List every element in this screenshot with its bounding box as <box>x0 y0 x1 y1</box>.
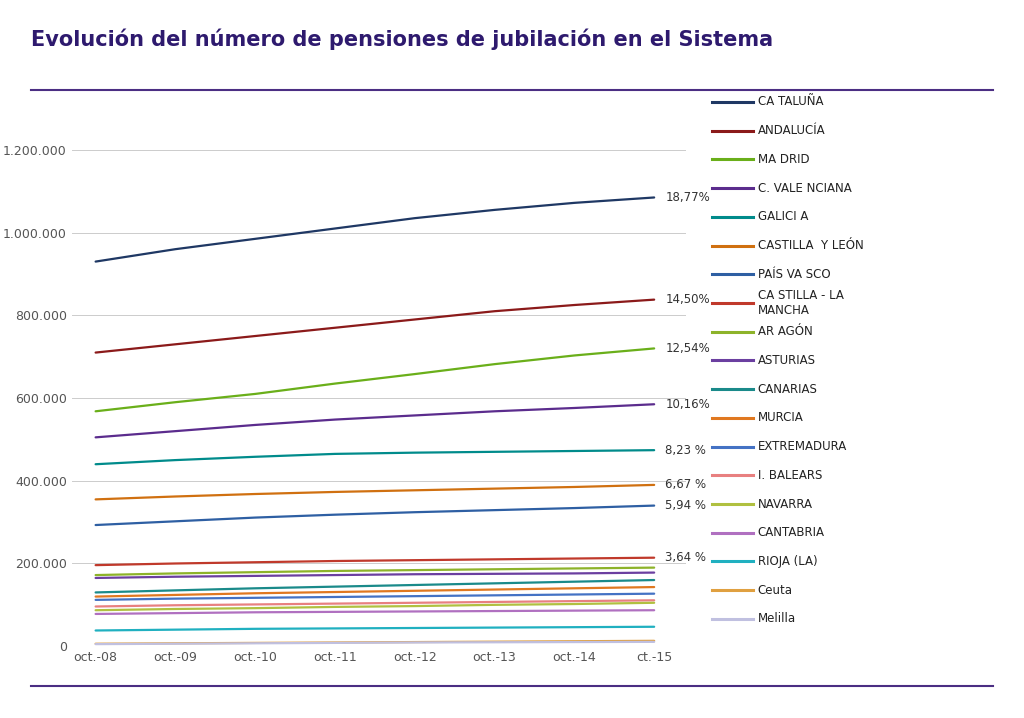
Text: EXTREMADURA: EXTREMADURA <box>758 440 847 453</box>
Text: Ceuta: Ceuta <box>758 584 793 597</box>
Text: MA DRID: MA DRID <box>758 153 809 166</box>
Text: GALICI A: GALICI A <box>758 210 808 223</box>
Text: NAVARRA: NAVARRA <box>758 498 813 510</box>
Text: CANARIAS: CANARIAS <box>758 383 817 396</box>
Text: 8,23 %: 8,23 % <box>666 444 707 457</box>
Text: Melilla: Melilla <box>758 612 796 625</box>
Text: 3,64 %: 3,64 % <box>666 551 707 564</box>
Text: I. BALEARS: I. BALEARS <box>758 469 822 482</box>
Text: ASTURIAS: ASTURIAS <box>758 354 816 367</box>
Text: CASTILLA  Y LEÓN: CASTILLA Y LEÓN <box>758 239 863 252</box>
Text: PAÍS VA SCO: PAÍS VA SCO <box>758 268 830 281</box>
Text: 5,94 %: 5,94 % <box>666 499 707 512</box>
Text: 14,50%: 14,50% <box>666 293 710 306</box>
Text: 6,67 %: 6,67 % <box>666 478 707 491</box>
Text: ANDALUCÍA: ANDALUCÍA <box>758 124 825 137</box>
Text: CANTABRIA: CANTABRIA <box>758 526 824 539</box>
Text: 10,16%: 10,16% <box>666 398 710 411</box>
Text: MURCIA: MURCIA <box>758 411 804 424</box>
Text: CA TALUÑA: CA TALUÑA <box>758 95 823 108</box>
Text: CA STILLA - LA
MANCHA: CA STILLA - LA MANCHA <box>758 289 844 317</box>
Text: AR AGÓN: AR AGÓN <box>758 325 812 338</box>
Text: C. VALE NCIANA: C. VALE NCIANA <box>758 182 852 195</box>
Text: Evolución del número de pensiones de jubilación en el Sistema: Evolución del número de pensiones de jub… <box>31 29 773 50</box>
Text: RIOJA (LA): RIOJA (LA) <box>758 555 817 568</box>
Text: 12,54%: 12,54% <box>666 342 710 355</box>
Text: 18,77%: 18,77% <box>666 191 710 204</box>
